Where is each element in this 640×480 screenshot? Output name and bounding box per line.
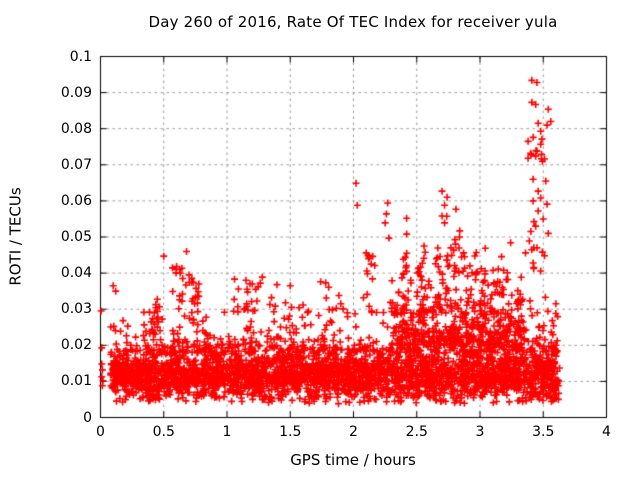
y-tick-label: 0.09 — [60, 84, 92, 101]
y-tick-label: 0.05 — [60, 229, 92, 245]
y-tick-label: 0 — [83, 409, 92, 426]
y-tick-label: 0.04 — [60, 265, 92, 282]
x-tick-label: 0.5 — [152, 424, 175, 440]
x-tick-label: 2 — [349, 424, 358, 440]
x-tick-label: 4 — [602, 424, 611, 440]
x-axis-label: GPS time / hours — [290, 451, 416, 469]
y-tick-label: 0.02 — [60, 337, 92, 354]
y-tick-label: 0.07 — [60, 156, 92, 173]
x-tick-label: 3 — [475, 424, 485, 440]
y-tick-label: 0.08 — [60, 120, 92, 137]
y-tick-label: 0.06 — [60, 192, 92, 209]
x-tick-label: 0 — [96, 424, 105, 440]
x-tick-label: 1.5 — [279, 424, 302, 440]
chart-title: Day 260 of 2016, Rate Of TEC Index for r… — [148, 13, 558, 31]
y-tick-label: 0.1 — [69, 48, 92, 65]
x-tick-label: 2.5 — [405, 424, 428, 440]
x-tick-label: 3.5 — [532, 424, 555, 440]
x-tick-label: 1 — [222, 424, 232, 440]
y-axis-label: ROTI / TECUs — [6, 187, 25, 286]
y-tick-label: 0.03 — [60, 301, 92, 318]
y-tick-label: 0.01 — [60, 373, 92, 390]
